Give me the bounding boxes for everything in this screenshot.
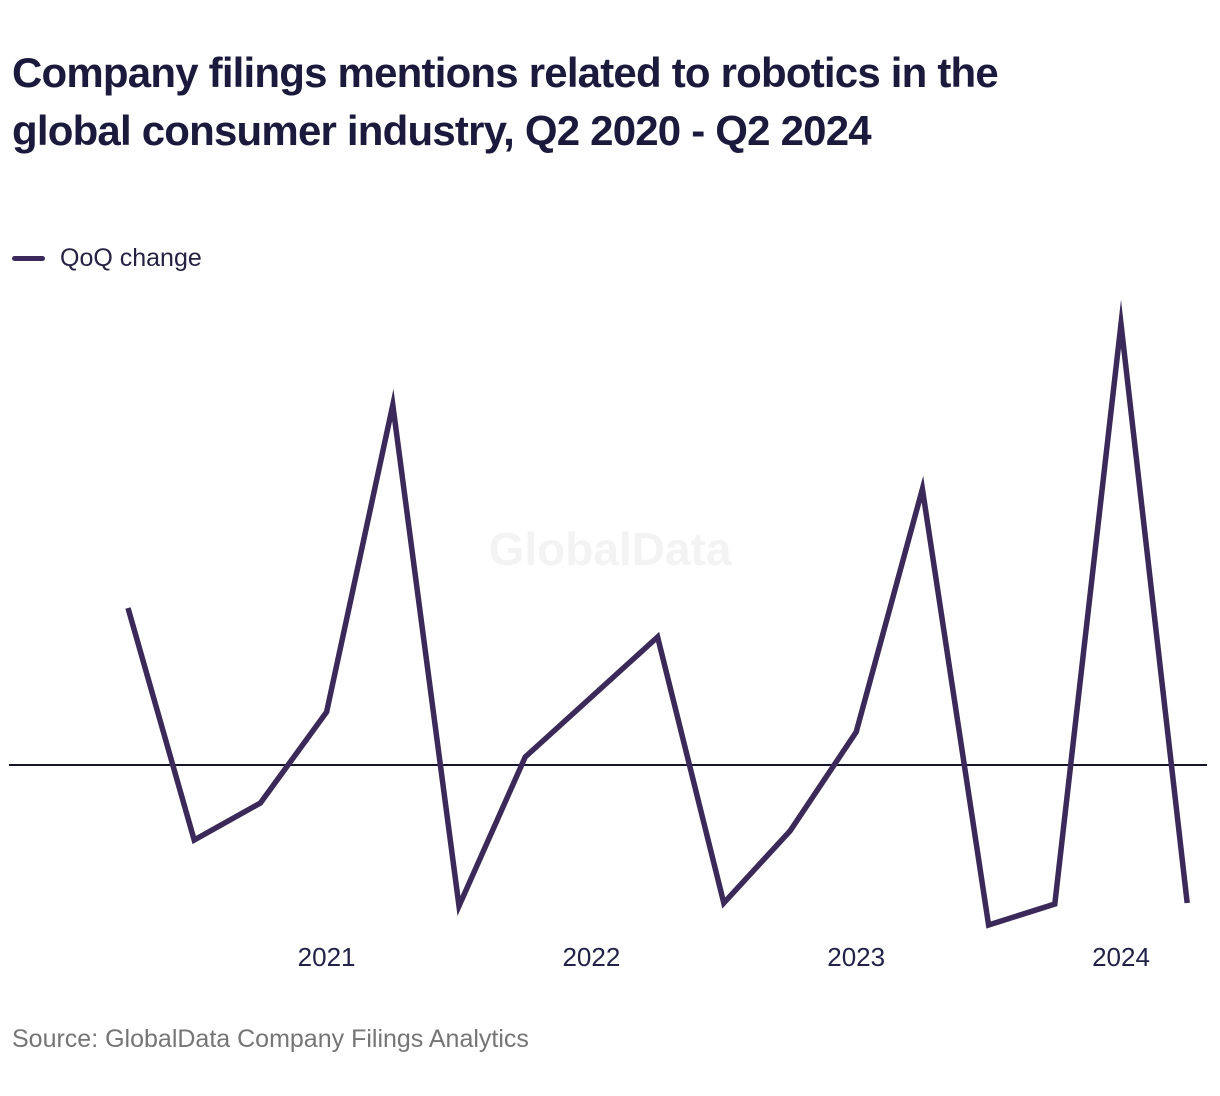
chart-title-line-1: Company filings mentions related to robo…	[12, 49, 999, 96]
legend-line-swatch	[12, 255, 45, 261]
qoq-change-line	[125, 299, 1190, 929]
x-axis-tick-label-2023: 2023	[827, 942, 886, 972]
chart-title: Company filings mentions related to robo…	[12, 44, 999, 160]
chart-title-line-2: global consumer industry, Q2 2020 - Q2 2…	[12, 107, 872, 154]
legend: QoQ change	[12, 243, 202, 273]
x-axis-tick-label-2024: 2024	[1092, 942, 1150, 972]
source-attribution: Source: GlobalData Company Filings Analy…	[12, 1025, 529, 1053]
x-axis-tick-label-2021: 2021	[297, 942, 356, 972]
x-axis-tick-label-2022: 2022	[562, 942, 621, 972]
watermark: GlobalData	[488, 523, 732, 575]
legend-label: QoQ change	[60, 244, 202, 272]
